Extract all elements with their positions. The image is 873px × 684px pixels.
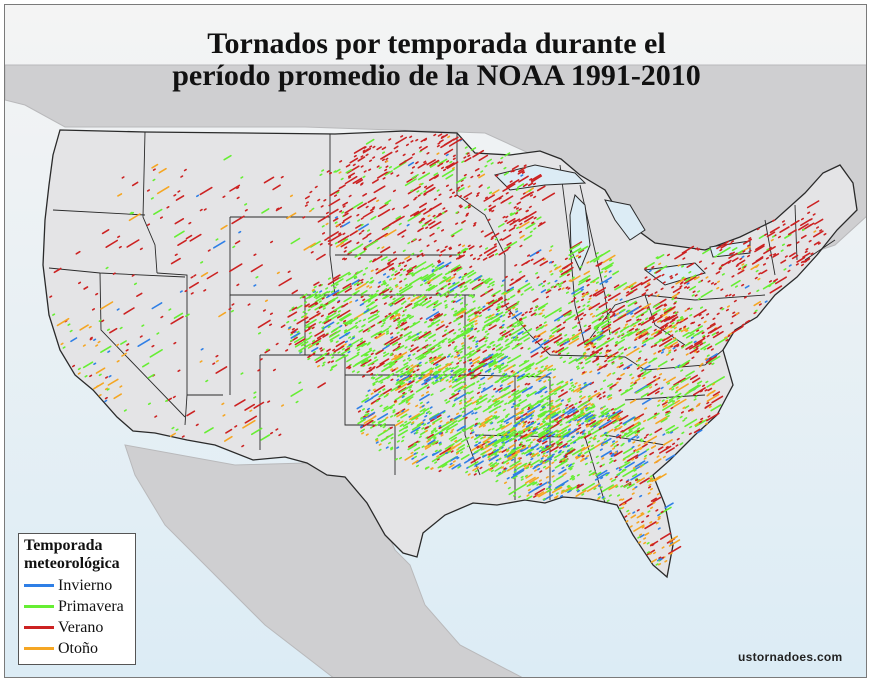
legend-item-invierno: Invierno xyxy=(24,575,130,596)
tornado-map xyxy=(5,5,866,677)
tornado-tracks xyxy=(49,133,827,566)
legend-label-invierno: Invierno xyxy=(58,576,113,594)
legend: Temporada meteorológica Invierno Primave… xyxy=(18,533,136,665)
legend-item-primavera: Primavera xyxy=(24,596,130,617)
legend-item-verano: Verano xyxy=(24,617,130,638)
map-title-line1: Tornados por temporada durante el xyxy=(207,27,666,60)
legend-swatch-verano xyxy=(24,626,54,629)
map-frame: Tornados por temporada durante el períod… xyxy=(4,4,867,678)
legend-swatch-otono xyxy=(24,647,54,650)
legend-label-primavera: Primavera xyxy=(58,597,124,615)
legend-swatch-invierno xyxy=(24,584,54,587)
legend-label-verano: Verano xyxy=(58,618,104,636)
legend-title-line2: meteorológica xyxy=(24,555,120,572)
map-title-line2: período promedio de la NOAA 1991-2010 xyxy=(172,59,701,92)
legend-label-otono: Otoño xyxy=(58,639,98,657)
legend-swatch-primavera xyxy=(24,605,54,608)
watermark-text: ustornadoes.com xyxy=(738,650,843,664)
legend-item-otono: Otoño xyxy=(24,638,130,659)
legend-title-line1: Temporada xyxy=(24,537,103,554)
